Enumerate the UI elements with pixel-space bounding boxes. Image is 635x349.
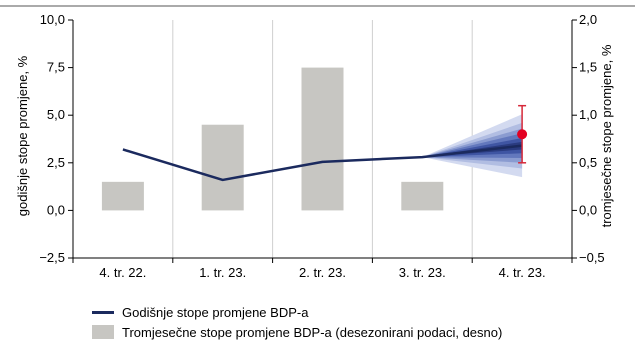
x-tick-label: 1. tr. 23. bbox=[199, 265, 246, 280]
left-tick-label: 2,5 bbox=[47, 155, 65, 170]
legend-item-line: Godišnje stope promjene BDP-a bbox=[92, 302, 502, 322]
right-tick-label: 1,5 bbox=[579, 60, 597, 75]
fan-band bbox=[422, 138, 523, 158]
bar bbox=[101, 181, 144, 211]
left-tick-label: 10,0 bbox=[40, 12, 65, 27]
legend-swatch-line bbox=[92, 310, 114, 314]
bar bbox=[301, 67, 344, 211]
left-tick-label: 5,0 bbox=[47, 107, 65, 122]
point-marker bbox=[517, 129, 528, 140]
x-tick-label: 3. tr. 23. bbox=[399, 265, 446, 280]
left-axis-title: godišnje stope promjene, % bbox=[15, 55, 30, 216]
gdp-chart: −2,5 0,0 2,5 5,0 7,5 10,0 −0,5 0,0 0,5 1,0 1,5 2,0 4… bbox=[0, 5, 635, 280]
legend-item-bar: Tromjesečne stope promjene BDP-a (desezo… bbox=[92, 322, 502, 342]
legend-swatch-bar bbox=[92, 325, 114, 339]
legend-label-bar: Tromjesečne stope promjene BDP-a (desezo… bbox=[122, 324, 503, 340]
x-tick-label: 2. tr. 23. bbox=[299, 265, 346, 280]
bars bbox=[101, 67, 444, 211]
left-tick-label: 0,0 bbox=[47, 202, 65, 217]
axes: −2,5 0,0 2,5 5,0 7,5 10,0 −0,5 0,0 0,5 1,0 1,5 2,0 4… bbox=[0, 5, 635, 280]
right-tick-label: 0,0 bbox=[579, 202, 597, 217]
bar bbox=[401, 181, 444, 211]
x-tick-label: 4. tr. 23. bbox=[499, 265, 546, 280]
legend-label-line: Godišnje stope promjene BDP-a bbox=[122, 304, 309, 320]
right-tick-label: 2,0 bbox=[579, 12, 597, 27]
left-tick-label: 7,5 bbox=[47, 60, 65, 75]
right-axis-title: tromjesečne stope promjene, % bbox=[599, 44, 614, 227]
point-estimate bbox=[517, 104, 528, 164]
right-tick-label: 0,5 bbox=[579, 155, 597, 170]
x-tick-label: 4. tr. 22. bbox=[99, 265, 146, 280]
fan-chart bbox=[422, 114, 523, 178]
bar bbox=[201, 124, 244, 211]
right-tick-label: 1,0 bbox=[579, 107, 597, 122]
right-tick-label: −0,5 bbox=[579, 250, 605, 265]
legend: Godišnje stope promjene BDP-a Tromjesečn… bbox=[92, 302, 502, 342]
left-tick-label: −2,5 bbox=[39, 250, 65, 265]
